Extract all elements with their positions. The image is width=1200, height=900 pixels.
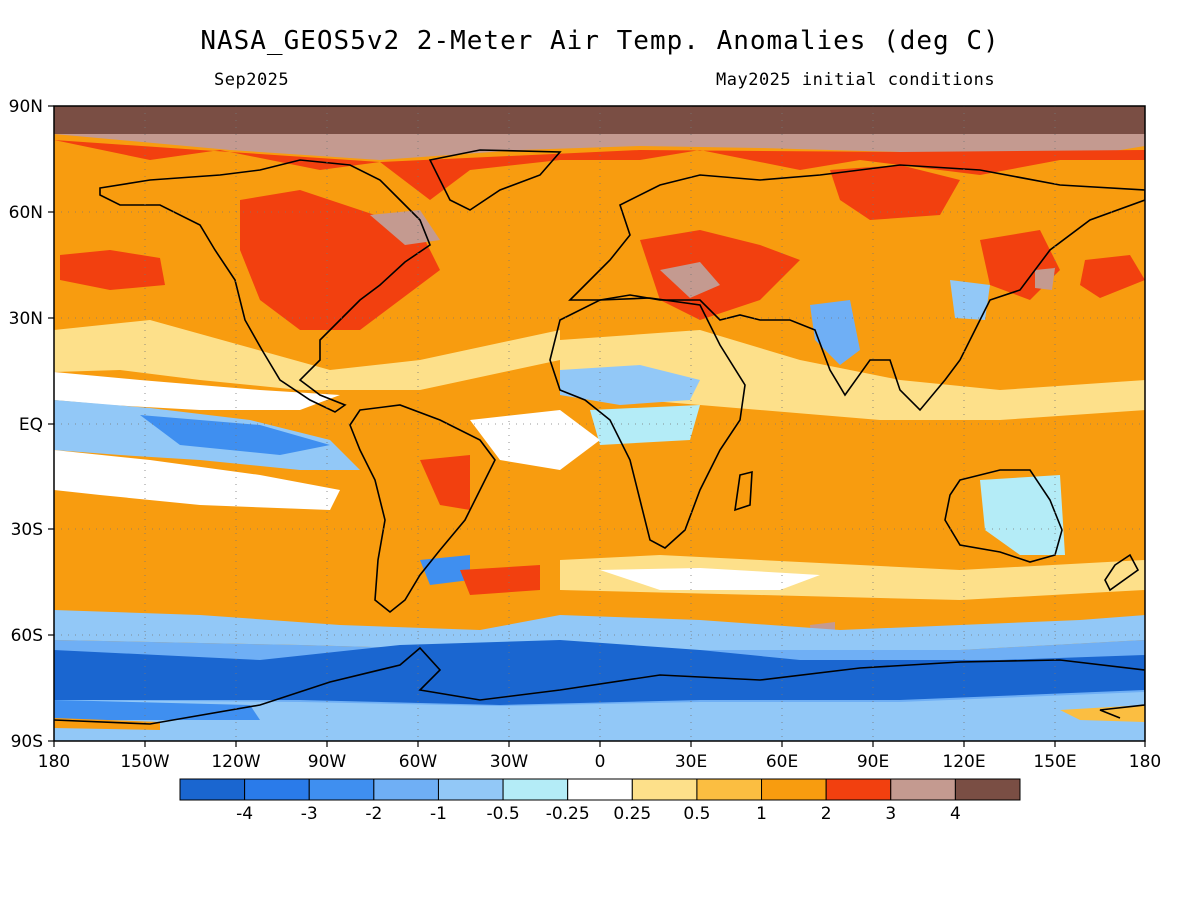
lon-label: 60W bbox=[399, 752, 438, 772]
initial-conditions: May2025 initial conditions bbox=[716, 70, 996, 90]
lon-label: 90W bbox=[308, 752, 347, 772]
lat-label: 30N bbox=[9, 309, 43, 329]
lon-label: 90E bbox=[857, 752, 889, 772]
lon-label: 120W bbox=[211, 752, 260, 772]
colorbar-swatch bbox=[825, 778, 892, 801]
lon-label: 120E bbox=[942, 752, 985, 772]
graticule bbox=[54, 106, 1145, 741]
antarctica-coast bbox=[54, 646, 1145, 725]
africa-coast bbox=[549, 297, 746, 549]
australia-coast bbox=[944, 469, 1063, 563]
lon-label: 180 bbox=[38, 752, 70, 772]
lon-label: 60E bbox=[766, 752, 798, 772]
colorbar-swatch bbox=[244, 778, 310, 801]
anomaly-field bbox=[54, 106, 1145, 741]
colorbar-label: 2 bbox=[821, 804, 832, 824]
colorbar-label: 0.25 bbox=[613, 804, 651, 824]
colorbar-swatch bbox=[890, 778, 956, 801]
colorbar-label: -0.5 bbox=[486, 804, 519, 824]
lon-label: 30W bbox=[490, 752, 529, 772]
colorbar-label: -2 bbox=[365, 804, 382, 824]
lat-label: EQ bbox=[19, 415, 43, 435]
colorbar-swatch bbox=[631, 778, 698, 801]
lon-label: 180 bbox=[1129, 752, 1161, 772]
latitude-labels: 90N 60N 30N EQ 30S 60S 90S bbox=[9, 97, 43, 752]
new-zealand-coast bbox=[1104, 553, 1140, 592]
colorbar-label: 3 bbox=[885, 804, 896, 824]
colorbar-swatch bbox=[373, 778, 439, 801]
lat-label: 60S bbox=[11, 626, 43, 646]
south-america-coast bbox=[349, 404, 496, 614]
coastlines bbox=[54, 149, 1145, 725]
lat-label: 30S bbox=[11, 520, 43, 540]
longitude-labels: 180 150W 120W 90W 60W 30W 0 30E 60E 90E … bbox=[38, 752, 1161, 772]
colorbar-label: -4 bbox=[236, 804, 253, 824]
map-title: NASA_GEOS5v2 2-Meter Air Temp. Anomalies… bbox=[200, 26, 1000, 56]
colorbar-swatch bbox=[761, 778, 827, 801]
colorbar-swatch bbox=[179, 778, 246, 801]
colorbar bbox=[179, 778, 1021, 801]
colorbar-labels: -4 -3 -2 -1 -0.5 -0.25 0.25 0.5 1 2 3 4 bbox=[236, 804, 961, 824]
eurasia-coast bbox=[568, 164, 1145, 412]
colorbar-swatch bbox=[696, 778, 763, 801]
north-america-coast bbox=[99, 159, 431, 413]
madagascar-coast bbox=[734, 470, 753, 512]
colorbar-swatch bbox=[567, 778, 633, 801]
colorbar-label: -3 bbox=[301, 804, 318, 824]
colorbar-label: -0.25 bbox=[546, 804, 590, 824]
lat-label: 90S bbox=[11, 732, 43, 752]
axis-ticks bbox=[48, 105, 1146, 747]
lon-label: 150E bbox=[1033, 752, 1076, 772]
colorbar-label: 1 bbox=[756, 804, 767, 824]
colorbar-swatch bbox=[308, 778, 375, 801]
lon-label: 0 bbox=[595, 752, 606, 772]
colorbar-swatch bbox=[954, 778, 1021, 801]
lat-label: 90N bbox=[9, 97, 43, 117]
colorbar-swatch bbox=[437, 778, 504, 801]
colorbar-label: -1 bbox=[430, 804, 447, 824]
greenland-coast bbox=[428, 149, 562, 211]
lat-label: 60N bbox=[9, 203, 43, 223]
lon-label: 30E bbox=[675, 752, 707, 772]
colorbar-swatch bbox=[502, 778, 569, 801]
lon-label: 150W bbox=[120, 752, 169, 772]
forecast-month: Sep2025 bbox=[214, 70, 290, 90]
colorbar-label: 4 bbox=[950, 804, 961, 824]
colorbar-label: 0.5 bbox=[683, 804, 710, 824]
